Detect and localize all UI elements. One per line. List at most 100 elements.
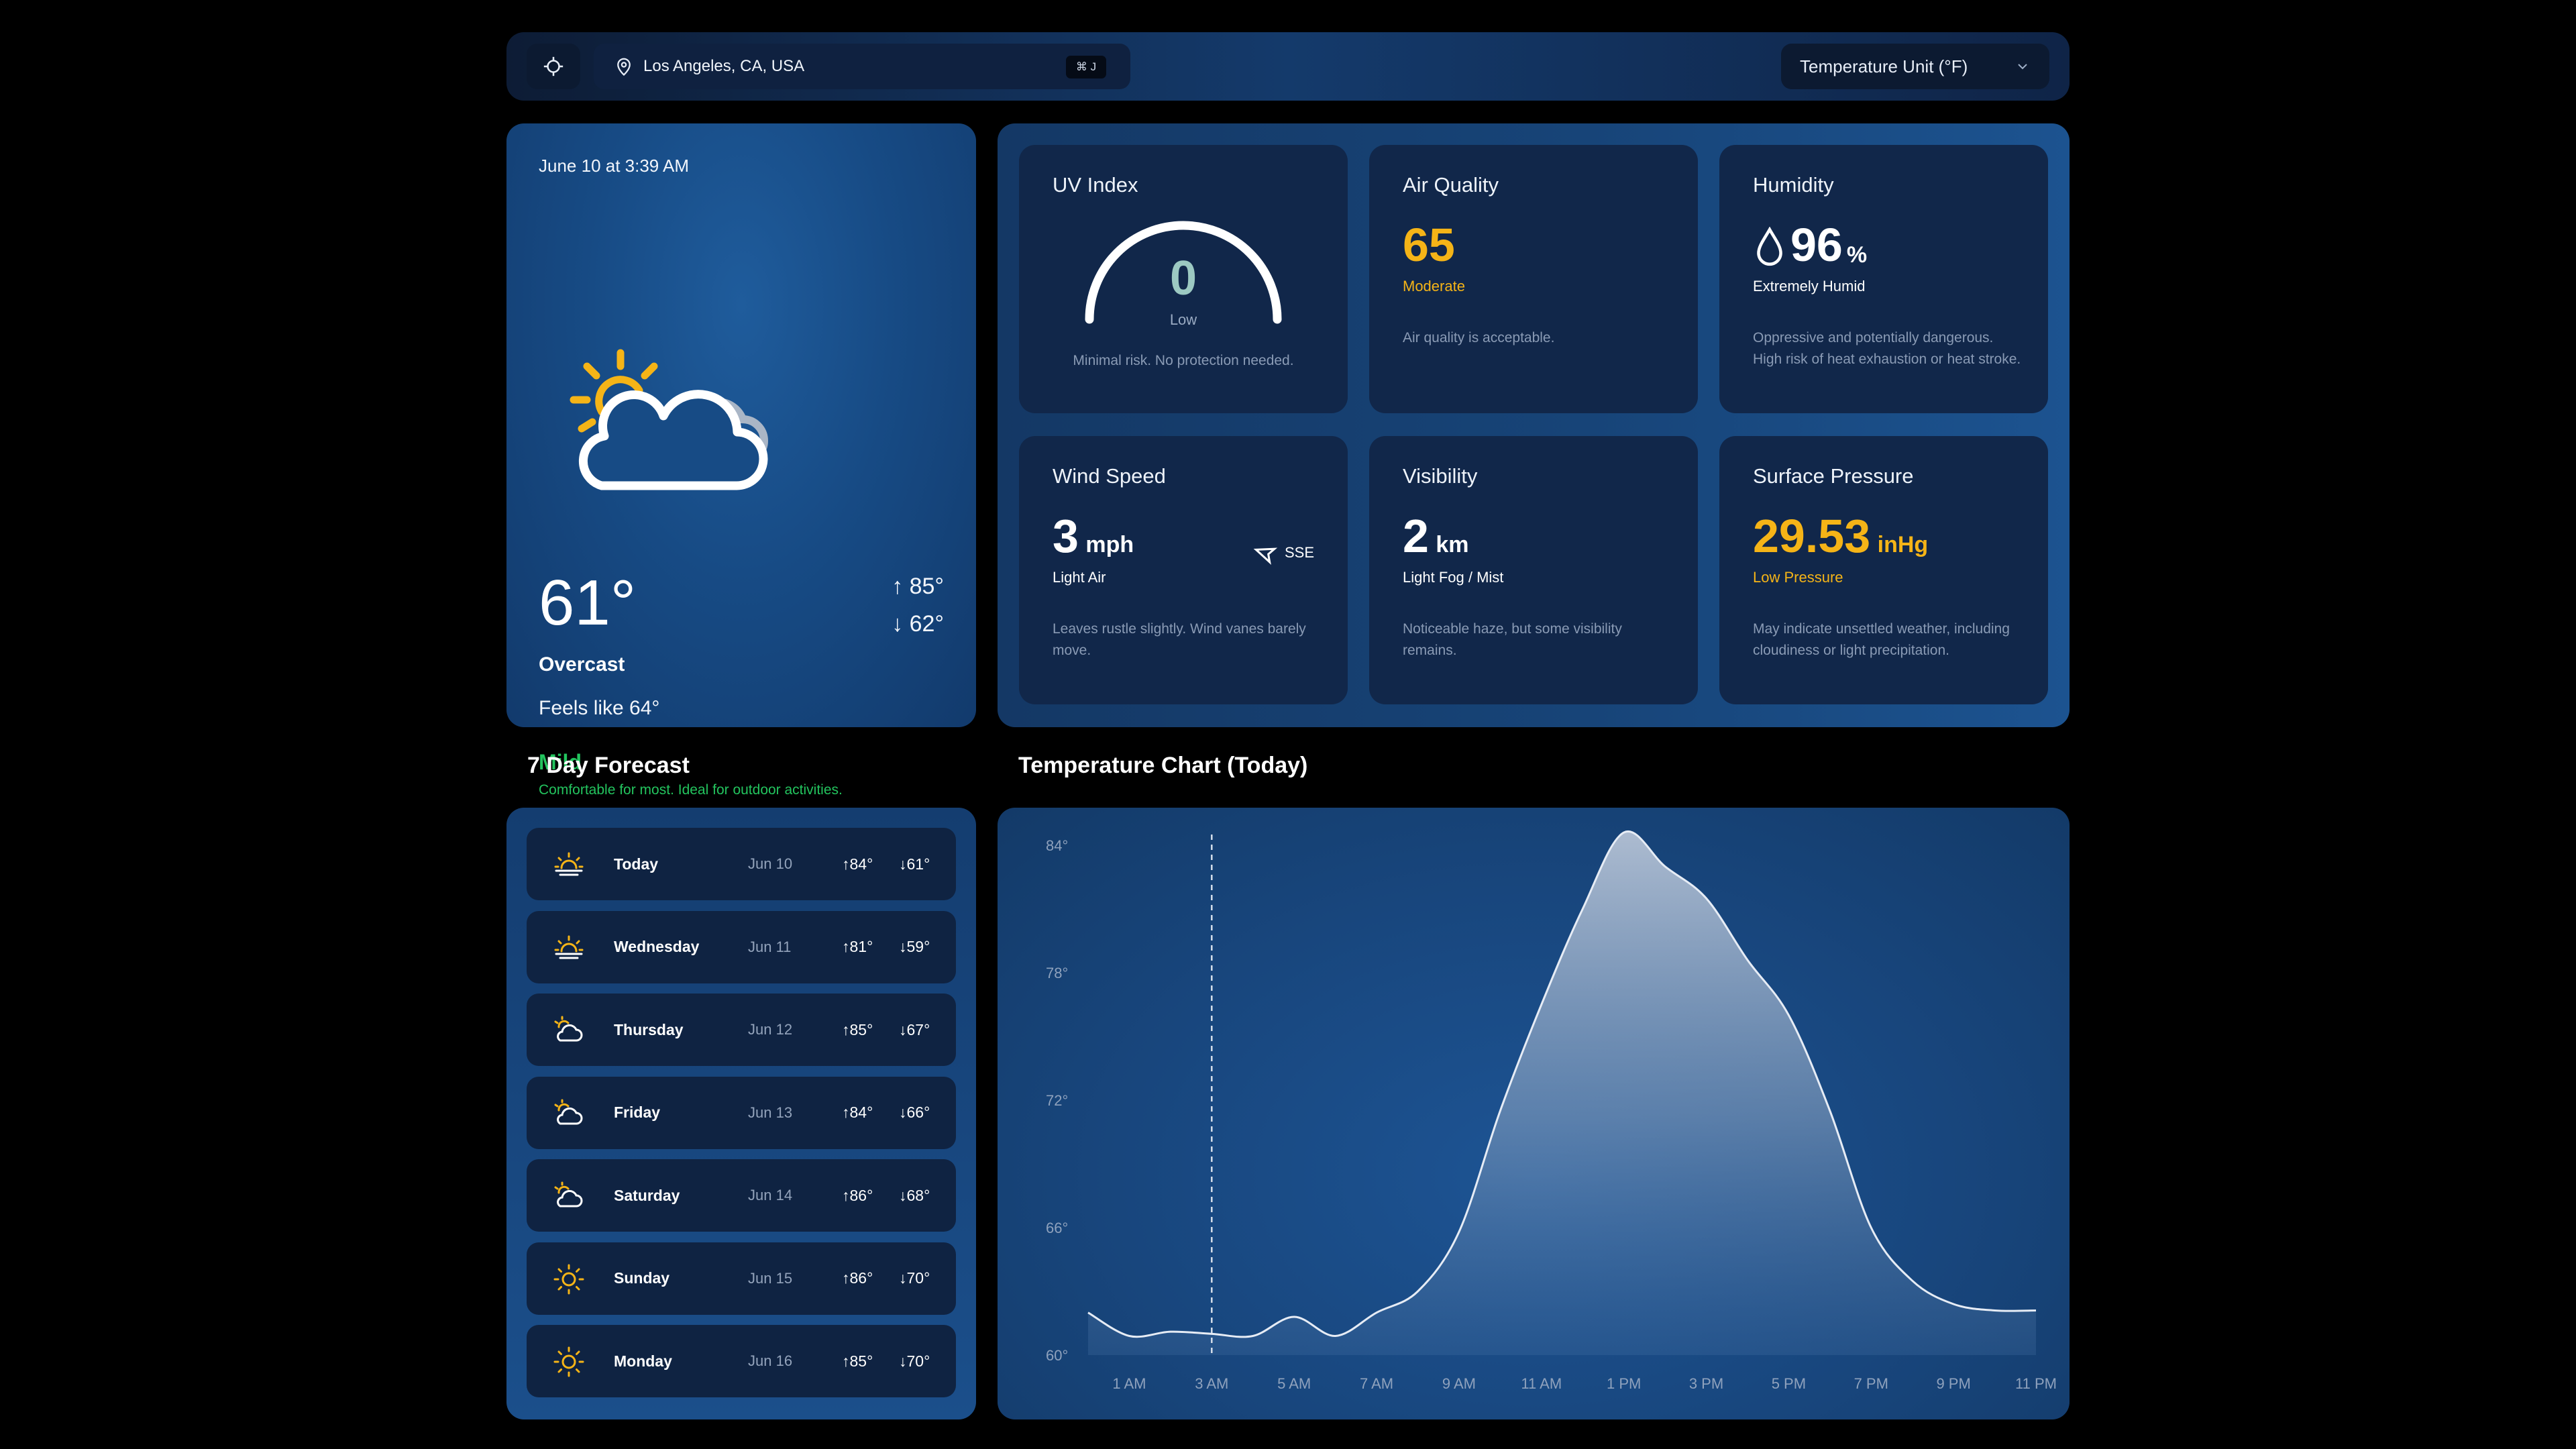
pressure-level: Low Pressure — [1753, 569, 1843, 586]
location-search-input[interactable]: Los Angeles, CA, USA ⌘ J — [594, 44, 1130, 89]
air-quality-tile: Air Quality 65 Moderate Air quality is a… — [1369, 145, 1698, 413]
forecast-row[interactable]: Saturday Jun 14 ↑86° ↓68° — [527, 1159, 956, 1232]
forecast-high: ↑85° — [842, 1020, 873, 1038]
temperature-point — [1828, 1109, 1832, 1113]
forecast-row[interactable]: Sunday Jun 15 ↑86° ↓70° — [527, 1242, 956, 1315]
pressure-description: May indicate unsettled weather, includin… — [1753, 621, 2010, 658]
y-tick-label: 60° — [1046, 1347, 1068, 1364]
surface-pressure-tile: Surface Pressure 29.53 inHg Low Pressure… — [1719, 436, 2048, 704]
air-description: Air quality is acceptable. — [1403, 330, 1555, 345]
forecast-row[interactable]: Thursday Jun 12 ↑85° ↓67° — [527, 994, 956, 1066]
uv-index-tile: UV Index 0 Low Minimal risk. No protecti… — [1019, 145, 1348, 413]
temperature-point — [2034, 1309, 2038, 1313]
x-tick-label: 7 PM — [1854, 1375, 1888, 1392]
temperature-chart-svg: 60° 66° 72° 78° 84° 1 AM 3 AM 5 AM 7 AM 9 AM 11 AM… — [1046, 830, 2057, 1392]
x-tick-label: 11 AM — [1521, 1375, 1562, 1392]
wind-direction: SSE — [1252, 541, 1314, 566]
forecast-day: Today — [614, 855, 659, 873]
uv-value: 0 — [1169, 252, 1197, 305]
unit-select-label: Temperature Unit (°F) — [1800, 56, 1968, 76]
wind-value: 3 — [1053, 510, 1079, 562]
forecast-date: Jun 14 — [748, 1187, 793, 1203]
top-bar: Los Angeles, CA, USA ⌘ J Temperature Uni… — [506, 32, 2070, 101]
low-temp: ↓ 62° — [892, 611, 944, 637]
temperature-point — [1663, 865, 1667, 869]
visibility-level: Light Fog / Mist — [1403, 569, 1504, 586]
x-tick-label: 1 PM — [1607, 1375, 1641, 1392]
x-tick-label: 9 AM — [1442, 1375, 1476, 1392]
seven-day-forecast: Today Jun 10 ↑84° ↓61° Wednesday Jun 11 ↑81° ↓5… — [506, 808, 976, 1419]
temperature-point — [1705, 896, 1709, 900]
partly-cloudy-icon — [552, 1179, 586, 1213]
chart-heading: Temperature Chart (Today) — [1018, 753, 1308, 778]
feels-like: Feels like 64° — [539, 697, 660, 719]
forecast-day: Monday — [614, 1352, 672, 1370]
temperature-point — [1292, 1315, 1296, 1319]
comfort-level: Mild — [539, 750, 582, 774]
y-tick-label: 66° — [1046, 1220, 1068, 1236]
humidity-tile: Humidity 96 % Extremely Humid Oppressive… — [1719, 145, 2048, 413]
temperature-point — [1869, 1226, 1873, 1230]
crosshair-icon — [543, 56, 564, 76]
droplet-icon — [1757, 227, 1782, 266]
wind-title: Wind Speed — [1053, 464, 1166, 488]
pressure-title: Surface Pressure — [1753, 464, 1914, 488]
temperature-point — [1415, 1289, 1419, 1293]
visibility-tile: Visibility 2 km Light Fog / Mist Noticea… — [1369, 436, 1698, 704]
forecast-heading: 7 Day Forecast — [527, 753, 690, 778]
forecast-day: Saturday — [614, 1186, 680, 1204]
forecast-low: ↓67° — [899, 1020, 930, 1038]
locate-button[interactable] — [527, 44, 580, 89]
temperature-point — [1951, 1302, 1955, 1306]
temperature-point — [1334, 1334, 1338, 1338]
sunrise-icon — [552, 931, 586, 965]
pressure-value: 29.53 — [1753, 510, 1871, 562]
visibility-value: 2 — [1403, 510, 1429, 562]
temperature-chart: 60° 66° 72° 78° 84° 1 AM 3 AM 5 AM 7 AM 9 AM 11 AM… — [998, 808, 2070, 1419]
uv-gauge — [1085, 221, 1282, 324]
forecast-row[interactable]: Wednesday Jun 11 ↑81° ↓59° — [527, 910, 956, 983]
wind-unit: mph — [1085, 532, 1134, 557]
temperature-point — [1746, 958, 1750, 962]
forecast-row[interactable]: Today Jun 10 ↑84° ↓61° — [527, 828, 956, 900]
forecast-high: ↑84° — [842, 1104, 873, 1121]
shortcut-badge: ⌘ J — [1066, 56, 1106, 78]
air-level: Moderate — [1403, 278, 1465, 294]
temperature-point — [1622, 830, 1626, 835]
uv-description: Minimal risk. No protection needed. — [1073, 353, 1294, 368]
forecast-high: ↑86° — [842, 1269, 873, 1287]
uv-level: Low — [1169, 311, 1197, 328]
x-tick-label: 11 PM — [2015, 1375, 2057, 1392]
chevron-down-icon — [2018, 64, 2027, 70]
partly-cloudy-icon — [570, 349, 768, 490]
y-tick-label: 84° — [1046, 837, 1068, 854]
visibility-description: Noticeable haze, but some visibility rem… — [1403, 621, 1622, 658]
air-title: Air Quality — [1403, 173, 1499, 197]
pressure-reading: 29.53 inHg — [1753, 513, 2015, 559]
temperature-point — [1251, 1334, 1255, 1338]
temperature-point — [1086, 1311, 1090, 1315]
y-tick-label: 78° — [1046, 965, 1068, 981]
forecast-date: Jun 12 — [748, 1021, 793, 1038]
visibility-unit: km — [1436, 532, 1469, 557]
forecast-row[interactable]: Monday Jun 16 ↑85° ↓70° — [527, 1325, 956, 1397]
sun-icon — [552, 1345, 586, 1379]
temperature-unit-select[interactable]: Temperature Unit (°F) — [1781, 44, 2049, 89]
air-value: 65 — [1403, 219, 1455, 271]
humidity-reading: 96 % — [1753, 221, 2015, 268]
forecast-row[interactable]: Friday Jun 13 ↑84° ↓66° — [527, 1076, 956, 1149]
x-tick-label: 1 AM — [1112, 1375, 1146, 1392]
temperature-point — [1457, 1230, 1461, 1234]
forecast-day: Friday — [614, 1104, 661, 1121]
temperature-point — [1375, 1311, 1379, 1315]
humidity-unit: % — [1846, 242, 1868, 268]
current-temperature: 61° — [539, 567, 637, 639]
forecast-low: ↓70° — [899, 1352, 930, 1370]
temperature-point — [1786, 1013, 1790, 1017]
forecast-date: Jun 15 — [748, 1269, 793, 1287]
navigation-arrow-icon — [1253, 547, 1278, 566]
x-tick-label: 9 PM — [1936, 1375, 1970, 1392]
wind-level: Light Air — [1053, 569, 1106, 586]
forecast-day: Sunday — [614, 1269, 670, 1287]
location-text: Los Angeles, CA, USA — [643, 57, 805, 75]
